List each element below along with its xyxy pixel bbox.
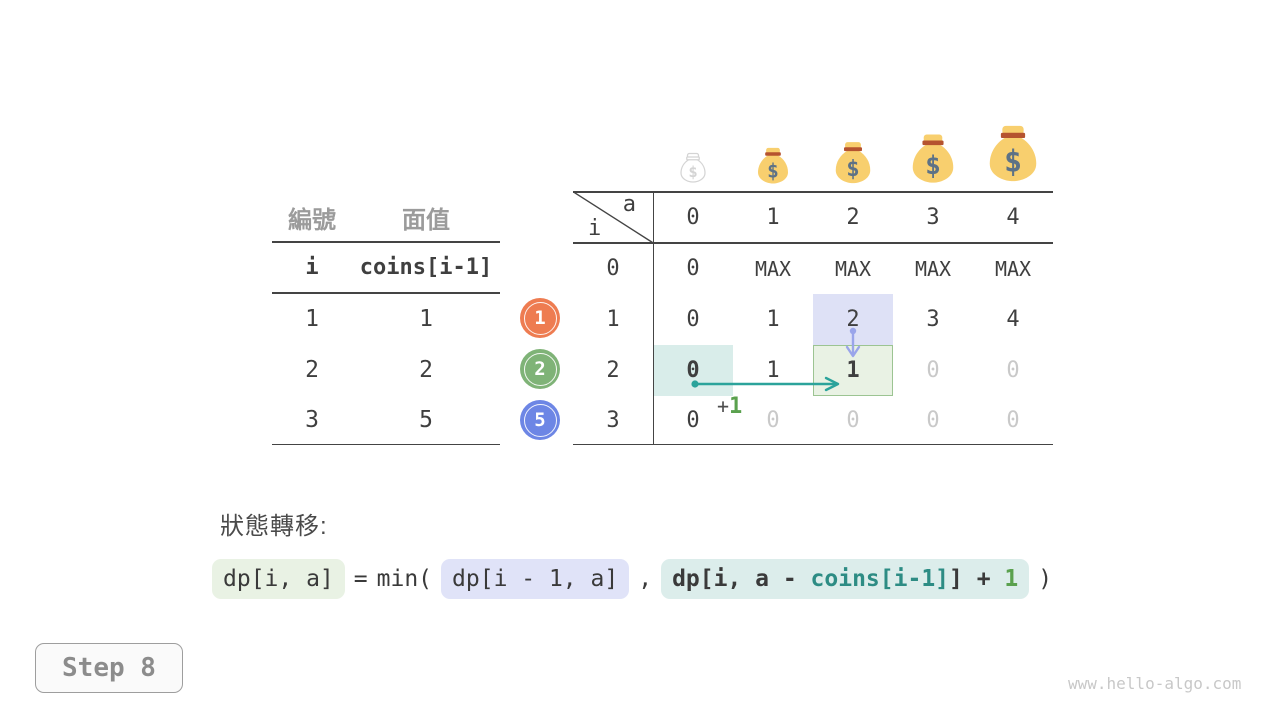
- formula-arg2-prefix: dp[i, a -: [672, 566, 811, 592]
- dp-col-header: 0: [686, 205, 700, 230]
- dp-cell-3-0: 0: [686, 408, 700, 433]
- coin-row-2-value: 2: [419, 356, 433, 383]
- coin-badge-5-label: 5: [534, 409, 546, 431]
- dp-corner-label-i: i: [588, 216, 602, 241]
- dp-cell-1-2-source-highlight: 2: [813, 294, 893, 345]
- formula-close-paren: ): [1038, 566, 1053, 592]
- coin-badge-2-icon: 2: [520, 349, 560, 389]
- dp-rule-top: [573, 191, 1053, 193]
- formula-arg2-mid: ] +: [949, 566, 1005, 592]
- dp-col-header: 4: [1006, 205, 1020, 230]
- dp-cell-1-0: 0: [686, 307, 700, 332]
- dp-cell-2-3: 0: [926, 358, 940, 383]
- coin-table-header-value: 面值: [402, 206, 450, 234]
- coin-badge-1-icon: 1: [520, 298, 560, 338]
- formula-arg2-coins: coins[i-1]: [810, 566, 950, 592]
- plus-one-value: 1: [729, 394, 743, 419]
- coin-row-1-number: 1: [305, 305, 319, 332]
- money-bag-empty-icon: $: [680, 152, 706, 183]
- coin-table-rule-bottom: [272, 443, 500, 445]
- dp-corner-label-a: a: [622, 192, 636, 217]
- coin-row-2-number: 2: [305, 356, 319, 383]
- formula-lhs: dp[i, a]: [212, 559, 345, 599]
- dp-row-header: 3: [606, 408, 620, 433]
- dp-row-header: 0: [606, 256, 620, 281]
- dp-cell-2-4: 0: [1006, 358, 1020, 383]
- state-transition-formula: dp[i, a] = min( dp[i - 1, a] , dp[i, a -…: [212, 559, 1052, 599]
- dp-cell-3-1: 0: [766, 408, 780, 433]
- formula-arg2: dp[i, a - coins[i-1]] + 1: [661, 559, 1030, 599]
- dp-rule-header: [573, 242, 1053, 244]
- dp-table: a i 0 1 2 3 4 0 0 MAX MAX MAX MAX 1 0 1 …: [573, 192, 1053, 445]
- dp-row-header: 2: [606, 358, 620, 383]
- formula-comma: ,: [638, 566, 653, 592]
- step-badge: Step 8: [35, 643, 183, 693]
- coin-table-header-number: 編號: [288, 206, 336, 234]
- coin-row-3-number: 3: [305, 406, 319, 433]
- plus-one-annotation: +1: [717, 394, 742, 419]
- coin-row-1-value: 1: [419, 305, 433, 332]
- state-transition-label: 狀態轉移:: [220, 513, 328, 540]
- dp-cell-0-4: MAX: [994, 256, 1032, 281]
- dp-cell-0-2: MAX: [834, 256, 872, 281]
- dp-cell-0-1: MAX: [754, 256, 792, 281]
- formula-arg2-one: 1: [1004, 566, 1019, 592]
- coin-table-rule-top: [272, 241, 500, 243]
- dp-col-header: 2: [846, 205, 860, 230]
- money-bag-3-icon: [911, 133, 955, 184]
- dp-cell-2-0-source-highlight: 0: [653, 345, 733, 396]
- watermark: www.hello-algo.com: [1068, 674, 1242, 693]
- dp-cell-3-4: 0: [1006, 408, 1020, 433]
- coin-table-subheader-coins: coins[i-1]: [359, 255, 493, 280]
- dp-col-header: 1: [766, 205, 780, 230]
- formula-min-open: min(: [376, 566, 433, 592]
- coin-badge-1-label: 1: [534, 307, 546, 329]
- dp-cell-2-2-current-highlight: 1: [813, 345, 893, 396]
- dp-rule-bottom: [573, 443, 1053, 445]
- dp-rule-vertical: [652, 191, 654, 445]
- dp-col-header: 3: [926, 205, 940, 230]
- dp-cell-3-2: 0: [846, 408, 860, 433]
- coin-row-3-value: 5: [419, 406, 433, 433]
- formula-equals: =: [353, 566, 368, 592]
- money-bag-4-icon: [988, 124, 1038, 183]
- dp-cell-1-3: 3: [926, 307, 940, 332]
- coin-table-rule-mid: [272, 292, 500, 294]
- coin-badge-5-icon: 5: [520, 400, 560, 440]
- coin-table: 編號 面值 i coins[i-1] 1 1 2 2 3 5: [272, 192, 500, 444]
- coin-table-subheader-i: i: [305, 255, 319, 280]
- formula-arg1: dp[i - 1, a]: [441, 559, 630, 599]
- dp-row-header: 1: [606, 307, 620, 332]
- plus-sign: +: [717, 394, 730, 418]
- dp-cell-2-1: 1: [766, 358, 780, 383]
- dp-cell-0-3: MAX: [914, 256, 952, 281]
- dp-cell-0-0: 0: [686, 256, 700, 281]
- dp-cell-3-3: 0: [926, 408, 940, 433]
- step-label: Step 8: [62, 653, 156, 683]
- coin-badge-2-label: 2: [534, 358, 546, 380]
- dp-corner-cell: a i: [573, 192, 653, 243]
- dp-cell-1-4: 4: [1006, 307, 1020, 332]
- dp-cell-1-1: 1: [766, 307, 780, 332]
- money-bag-1-icon: [757, 147, 789, 185]
- money-bag-2-icon: [834, 141, 872, 185]
